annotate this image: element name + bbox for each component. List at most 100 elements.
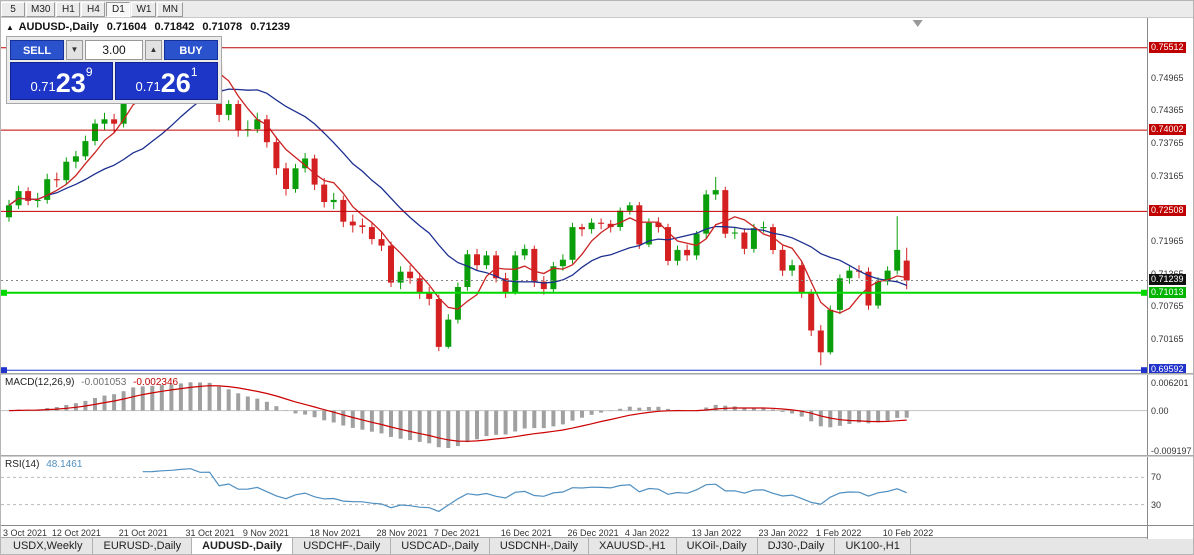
ohlc-open: 0.71604 [106, 21, 147, 33]
chart-shift-marker [912, 20, 923, 27]
price-badge: 0.69592 [1149, 364, 1186, 376]
tab-usdcad-daily[interactable]: USDCAD-,Daily [391, 538, 490, 554]
price-axis[interactable]: 0.74965 0.74365 0.73765 0.73165 0.71965 0.713… [1147, 18, 1193, 539]
time-axis-label: 13 Jan 2022 [691, 528, 742, 538]
price-badge: 0.72508 [1149, 205, 1186, 217]
rsi-panel-canvas[interactable] [1, 457, 1147, 525]
time-axis-label: 12 Oct 2021 [51, 528, 101, 538]
price-badge: 0.71013 [1149, 286, 1186, 298]
price-axis-tick: 0.73165 [1151, 170, 1184, 181]
one-click-trading-panel: SELL ▼ 3.00 ▲ BUY 0.71 23 9 0.71 26 1 [6, 36, 222, 104]
price-axis-tick: 0.74365 [1151, 105, 1184, 116]
time-axis-label: 28 Nov 2021 [376, 528, 428, 538]
bid-ask-row: 0.71 23 9 0.71 26 1 [10, 62, 218, 100]
time-axis-label: 18 Nov 2021 [309, 528, 361, 538]
ask-prefix: 0.71 [135, 79, 161, 94]
time-axis-label: 9 Nov 2021 [242, 528, 289, 538]
chart-window: ▲ AUDUSD-,Daily 0.71604 0.71842 0.71078 … [1, 18, 1193, 539]
time-axis-label: 3 Oct 2021 [3, 528, 48, 538]
price-axis-tick: 0.71365 [1151, 269, 1184, 279]
ohlc-high: 0.71842 [154, 21, 195, 33]
timeframe-buttons: 5 M30 H1 H4 D1 W1 MN [1, 1, 1193, 17]
price-axis-tick: 0.71965 [1151, 235, 1184, 246]
chart-title: ▲ AUDUSD-,Daily 0.71604 0.71842 0.71078 … [6, 21, 295, 33]
bid-prefix: 0.71 [30, 79, 56, 94]
time-axis-label: 16 Dec 2021 [500, 528, 552, 538]
macd-main-value: -0.001053 [81, 377, 127, 388]
rsi-axis-tick: 70 [1151, 472, 1162, 483]
time-axis-label: 10 Feb 2022 [882, 528, 934, 538]
macd-signal-value: -0.002346 [133, 377, 179, 388]
price-axis-tick: 0.73765 [1151, 137, 1184, 148]
time-axis-label: 31 Oct 2021 [185, 528, 235, 538]
timeframe-h4-button[interactable]: H4 [81, 2, 106, 17]
volume-increase-button[interactable]: ▲ [145, 40, 162, 60]
chart-plot-area[interactable]: ▲ AUDUSD-,Daily 0.71604 0.71842 0.71078 … [1, 18, 1147, 525]
time-axis[interactable]: 3 Oct 2021 12 Oct 2021 21 Oct 2021 31 Oct 2… [1, 525, 1193, 539]
rsi-indicator-label: RSI(14) 48.1461 [5, 459, 86, 470]
price-axis-tick: 0.70165 [1151, 333, 1184, 344]
timeframe-d1-button[interactable]: D1 [106, 2, 131, 17]
rsi-axis-tick: 30 [1151, 499, 1162, 510]
time-axis-label: 21 Oct 2021 [118, 528, 168, 538]
sell-button[interactable]: SELL [10, 40, 64, 60]
bid-pip-digit: 9 [85, 65, 93, 79]
time-axis-label: 23 Jan 2022 [758, 528, 809, 538]
macd-panel-canvas[interactable] [1, 375, 1147, 455]
tab-ukoil-daily[interactable]: UKOil-,Daily [676, 538, 758, 554]
tab-usdchf-daily[interactable]: USDCHF-,Daily [293, 538, 392, 554]
price-badge: 0.71239 [1149, 274, 1186, 286]
volume-decrease-button[interactable]: ▼ [66, 40, 83, 60]
horizontal-lines[interactable] [1, 47, 1147, 373]
timeframe-m30-button[interactable]: M30 [26, 2, 56, 17]
chevron-down-icon: ▼ [70, 45, 79, 54]
chart-symbol-label: AUDUSD-,Daily [18, 21, 99, 33]
macd-axis-tick: -0.009197 [1151, 446, 1192, 457]
ohlc-close: 0.71239 [250, 21, 290, 33]
timeframe-w1-button[interactable]: W1 [131, 2, 157, 17]
tab-dj30-daily[interactable]: DJ30-,Daily [757, 538, 836, 554]
rsi-line [142, 468, 907, 513]
tab-eurusd-daily[interactable]: EURUSD-,Daily [93, 538, 193, 554]
price-axis-tick: 0.70765 [1151, 301, 1184, 312]
chevron-up-icon: ▲ [149, 45, 158, 54]
ma-slow-line [8, 88, 907, 287]
timeframe-mn-button[interactable]: MN [157, 2, 184, 17]
tab-xauusd-h1[interactable]: XAUUSD-,H1 [589, 538, 677, 554]
timeframe-h1-button[interactable]: H1 [56, 2, 81, 17]
tab-usdx-weekly[interactable]: USDX,Weekly [3, 538, 94, 554]
trade-controls-row: SELL ▼ 3.00 ▲ BUY [10, 40, 218, 60]
time-axis-label: 1 Feb 2022 [815, 528, 862, 538]
time-axis-label: 7 Dec 2021 [433, 528, 480, 538]
rsi-name: RSI(14) [5, 459, 40, 470]
macd-indicator-label: MACD(12,26,9) -0.001053 -0.002346 [5, 377, 182, 388]
chart-tabs-bar: USDX,Weekly EURUSD-,Daily AUDUSD-,Daily … [1, 537, 1193, 554]
ask-pip-digit: 1 [190, 65, 198, 79]
ask-price-display[interactable]: 0.71 26 1 [115, 62, 218, 100]
price-badge: 0.75512 [1149, 41, 1186, 53]
macd-name: MACD(12,26,9) [5, 377, 75, 388]
price-badge: 0.74002 [1149, 124, 1186, 136]
panel-separator[interactable] [1, 373, 1193, 375]
macd-signal-line [8, 385, 907, 442]
price-axis-tick: 0.74965 [1151, 72, 1184, 83]
time-axis-label: 4 Jan 2022 [624, 528, 670, 538]
bid-big-digits: 23 [55, 68, 86, 98]
timeframe-5-button[interactable]: 5 [1, 2, 25, 17]
ohlc-low: 0.71078 [202, 21, 243, 33]
macd-axis-tick: 0.00 [1151, 405, 1169, 416]
tab-usdcnh-daily[interactable]: USDCNH-,Daily [489, 538, 590, 554]
buy-button[interactable]: BUY [164, 40, 218, 60]
macd-axis-tick: 0.006201 [1151, 377, 1189, 388]
timeframe-toolbar: 5 M30 H1 H4 D1 W1 MN [1, 1, 1193, 18]
tab-audusd-daily[interactable]: AUDUSD-,Daily [192, 538, 294, 554]
tab-uk100-h1[interactable]: UK100-,H1 [835, 538, 911, 554]
rsi-value: 48.1461 [46, 459, 83, 470]
macd-histogram [16, 382, 909, 448]
panel-separator[interactable] [1, 455, 1193, 457]
ask-big-digits: 26 [160, 68, 191, 98]
bid-price-display[interactable]: 0.71 23 9 [10, 62, 113, 100]
collapse-arrow-icon[interactable]: ▲ [6, 23, 14, 32]
volume-input[interactable]: 3.00 [85, 40, 143, 60]
